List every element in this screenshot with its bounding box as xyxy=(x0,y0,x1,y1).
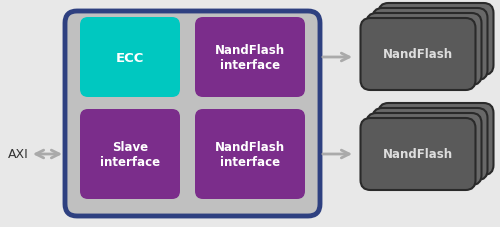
FancyBboxPatch shape xyxy=(378,4,494,76)
Text: NandFlash: NandFlash xyxy=(383,148,453,161)
Text: NandFlash
interface: NandFlash interface xyxy=(215,44,285,72)
FancyBboxPatch shape xyxy=(366,114,482,185)
FancyBboxPatch shape xyxy=(195,18,305,98)
Text: AXI: AXI xyxy=(8,148,29,161)
Text: NandFlash
interface: NandFlash interface xyxy=(215,140,285,168)
FancyBboxPatch shape xyxy=(65,12,320,216)
Text: Slave
interface: Slave interface xyxy=(100,140,160,168)
FancyBboxPatch shape xyxy=(195,109,305,199)
FancyBboxPatch shape xyxy=(378,104,494,175)
FancyBboxPatch shape xyxy=(360,118,476,190)
FancyBboxPatch shape xyxy=(80,109,180,199)
FancyBboxPatch shape xyxy=(360,19,476,91)
Text: NandFlash: NandFlash xyxy=(383,48,453,61)
FancyBboxPatch shape xyxy=(372,9,488,81)
FancyBboxPatch shape xyxy=(372,109,488,180)
Text: ECC: ECC xyxy=(116,51,144,64)
FancyBboxPatch shape xyxy=(366,14,482,86)
FancyBboxPatch shape xyxy=(80,18,180,98)
